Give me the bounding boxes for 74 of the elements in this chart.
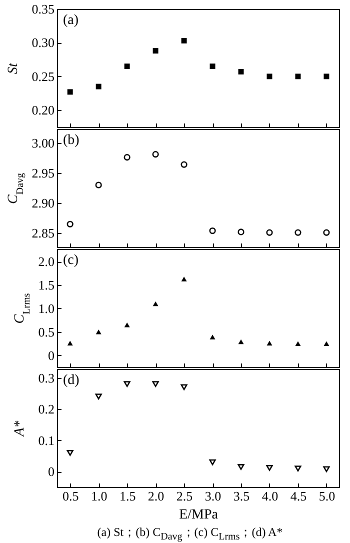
x-tick-label: 1.0 (90, 488, 108, 504)
point (238, 68, 244, 74)
point (210, 64, 216, 70)
point (294, 229, 302, 236)
point (96, 84, 102, 90)
point (152, 381, 159, 387)
y-tick-label: 0 (48, 348, 54, 363)
annotation: (b) (63, 133, 80, 148)
point (66, 220, 74, 228)
point (124, 64, 130, 70)
y-tick-label: 1.0 (38, 300, 54, 316)
point (266, 340, 272, 346)
point (181, 38, 187, 44)
point (124, 381, 130, 387)
point (152, 150, 159, 158)
x-tick-label: 3.5 (233, 488, 250, 504)
text: (a) St；(b) C$_{Davg}$；(c) C$_{Lrms}$；(d) A* (96, 524, 284, 542)
annotation: (a) (63, 13, 79, 28)
x-tick-label: 2.5 (176, 488, 193, 504)
point (95, 394, 102, 400)
point (294, 466, 302, 472)
y-tick-label: 0.2 (38, 402, 54, 417)
point (323, 229, 330, 236)
point (67, 340, 73, 346)
point (323, 466, 330, 472)
x-axis-title: E/MPa (179, 508, 219, 522)
x-tick-label: 0.5 (62, 488, 79, 504)
point (66, 450, 74, 456)
x-tick-label: 5.0 (318, 488, 336, 504)
point (295, 74, 301, 80)
y-tick-label: 0.1 (38, 432, 54, 448)
point (152, 301, 158, 306)
y-tick-label: 0.30 (32, 35, 54, 50)
point (181, 276, 187, 282)
point (95, 182, 102, 188)
x-tick-label: 2.0 (148, 488, 164, 504)
point (180, 161, 188, 168)
y-tick-label: 3.00 (32, 135, 54, 150)
point (238, 228, 244, 236)
annotation: (c) (63, 253, 79, 268)
y-axis-title: A* (12, 420, 28, 438)
point (96, 330, 102, 334)
y-tick-label: 2.0 (38, 254, 54, 270)
y-tick-label: 2.90 (32, 196, 54, 211)
point (124, 154, 130, 161)
y-axis-title: St (6, 62, 21, 74)
point (238, 464, 244, 470)
point (152, 48, 158, 54)
y-tick-label: 0.35 (32, 2, 54, 16)
y-tick-label: 0.5 (38, 324, 54, 340)
point (266, 74, 272, 80)
x-tick-label: 4.0 (262, 488, 278, 504)
x-tick-label: 4.5 (290, 488, 307, 504)
point (209, 227, 216, 234)
point (180, 384, 188, 390)
point (238, 339, 244, 344)
point (266, 229, 273, 236)
point (67, 89, 73, 95)
point (324, 341, 330, 346)
point (266, 464, 273, 471)
y-tick-label: 2.85 (32, 226, 54, 241)
annotation: (d) (63, 373, 80, 388)
point (295, 341, 301, 346)
y-tick-label: 0.3 (38, 370, 54, 386)
x-tick-label: 3.0 (204, 488, 222, 504)
y-tick-label: 2.95 (32, 165, 54, 180)
point (324, 74, 330, 80)
y-tick-label: 1.5 (38, 278, 54, 293)
y-tick-label: 0.25 (32, 68, 54, 84)
y-tick-label: 0.20 (32, 102, 54, 118)
y-tick-label: 0 (48, 464, 54, 480)
point (210, 334, 216, 340)
x-tick-label: 1.5 (119, 488, 136, 504)
point (209, 459, 216, 466)
